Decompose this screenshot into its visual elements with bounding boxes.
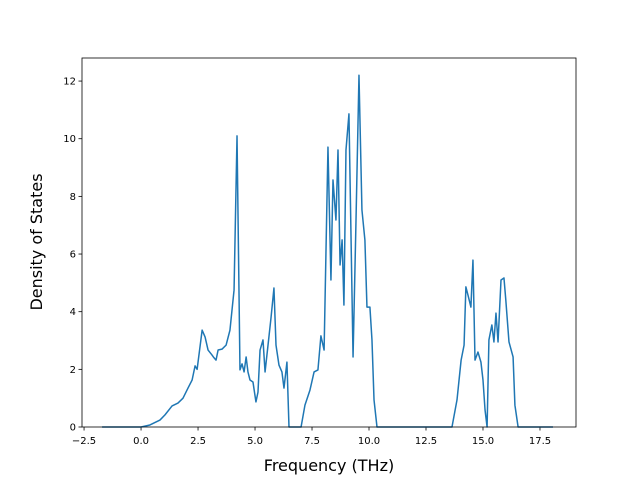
- x-tick-label: −2.5: [72, 436, 96, 447]
- x-tick-label: 12.5: [415, 436, 437, 447]
- x-tick-label: 10.0: [358, 436, 380, 447]
- y-tick-label: 6: [70, 250, 76, 261]
- axes-frame: [81, 57, 577, 428]
- y-axis-label: Density of States: [27, 173, 46, 310]
- dos-line: [102, 74, 553, 428]
- x-tick-label: 0.0: [133, 436, 149, 447]
- y-tick-label: 8: [70, 192, 76, 203]
- x-tick-label: 15.0: [472, 436, 494, 447]
- x-tick-label: 2.5: [190, 436, 206, 447]
- y-tick-label: 2: [70, 365, 76, 376]
- y-tick-label: 10: [63, 134, 76, 145]
- y-tick-label: 0: [70, 423, 76, 434]
- y-tick-label: 4: [70, 307, 76, 318]
- x-tick-label: 7.5: [304, 436, 320, 447]
- x-tick-label: 17.5: [529, 436, 551, 447]
- x-tick-label: 5.0: [247, 436, 263, 447]
- y-tick-label: 12: [63, 77, 76, 88]
- x-axis-label: Frequency (THz): [264, 456, 394, 475]
